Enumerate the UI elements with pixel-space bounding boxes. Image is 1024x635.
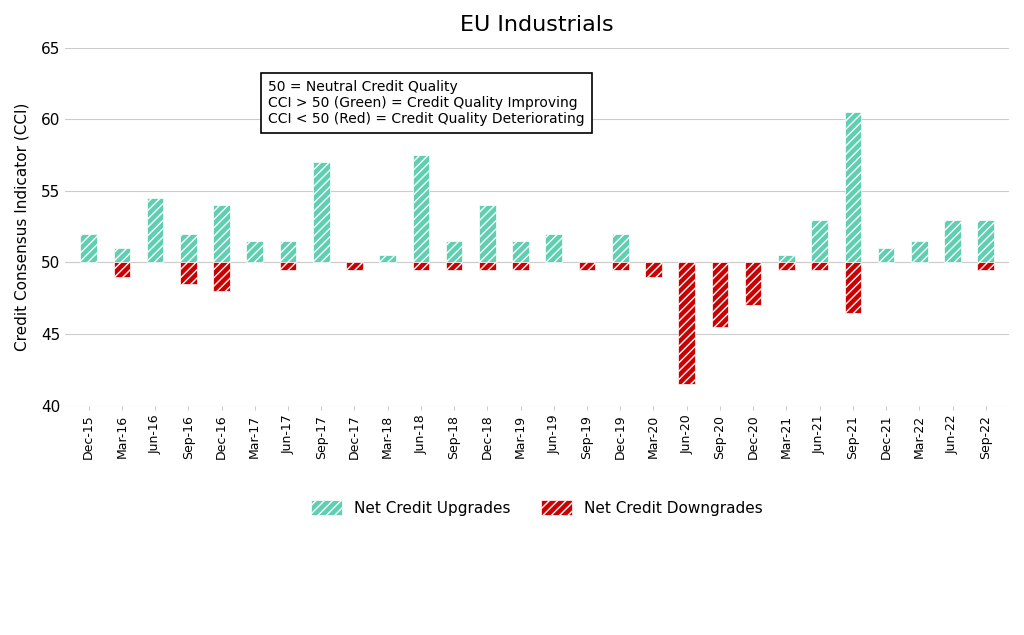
- Bar: [878, 248, 894, 262]
- Bar: [413, 155, 429, 262]
- Bar: [911, 241, 928, 262]
- Bar: [80, 234, 97, 262]
- Bar: [978, 262, 994, 270]
- Bar: [546, 234, 562, 262]
- Bar: [213, 205, 229, 262]
- Bar: [944, 220, 961, 262]
- Bar: [247, 241, 263, 262]
- Bar: [213, 262, 229, 291]
- Y-axis label: Credit Consensus Indicator (CCI): Credit Consensus Indicator (CCI): [15, 102, 30, 351]
- Bar: [845, 112, 861, 262]
- Bar: [811, 262, 828, 270]
- Bar: [612, 262, 629, 270]
- Bar: [114, 262, 130, 277]
- Text: 50 = Neutral Credit Quality
CCI > 50 (Green) = Credit Quality Improving
CCI < 50: 50 = Neutral Credit Quality CCI > 50 (Gr…: [268, 80, 585, 126]
- Bar: [512, 262, 528, 270]
- Bar: [778, 255, 795, 262]
- Legend: Net Credit Upgrades, Net Credit Downgrades: Net Credit Upgrades, Net Credit Downgrad…: [304, 492, 770, 523]
- Bar: [146, 198, 164, 262]
- Bar: [445, 262, 463, 270]
- Bar: [778, 262, 795, 270]
- Bar: [180, 234, 197, 262]
- Bar: [645, 262, 662, 277]
- Bar: [678, 262, 695, 384]
- Bar: [379, 255, 396, 262]
- Bar: [445, 241, 463, 262]
- Bar: [811, 220, 828, 262]
- Bar: [579, 262, 595, 270]
- Bar: [479, 205, 496, 262]
- Bar: [346, 262, 362, 270]
- Bar: [479, 262, 496, 270]
- Bar: [712, 262, 728, 327]
- Bar: [313, 162, 330, 262]
- Bar: [280, 262, 296, 270]
- Bar: [845, 262, 861, 312]
- Bar: [612, 234, 629, 262]
- Bar: [512, 241, 528, 262]
- Bar: [978, 220, 994, 262]
- Bar: [744, 262, 762, 305]
- Title: EU Industrials: EU Industrials: [461, 15, 614, 35]
- Bar: [114, 248, 130, 262]
- Bar: [280, 241, 296, 262]
- Bar: [180, 262, 197, 284]
- Bar: [413, 262, 429, 270]
